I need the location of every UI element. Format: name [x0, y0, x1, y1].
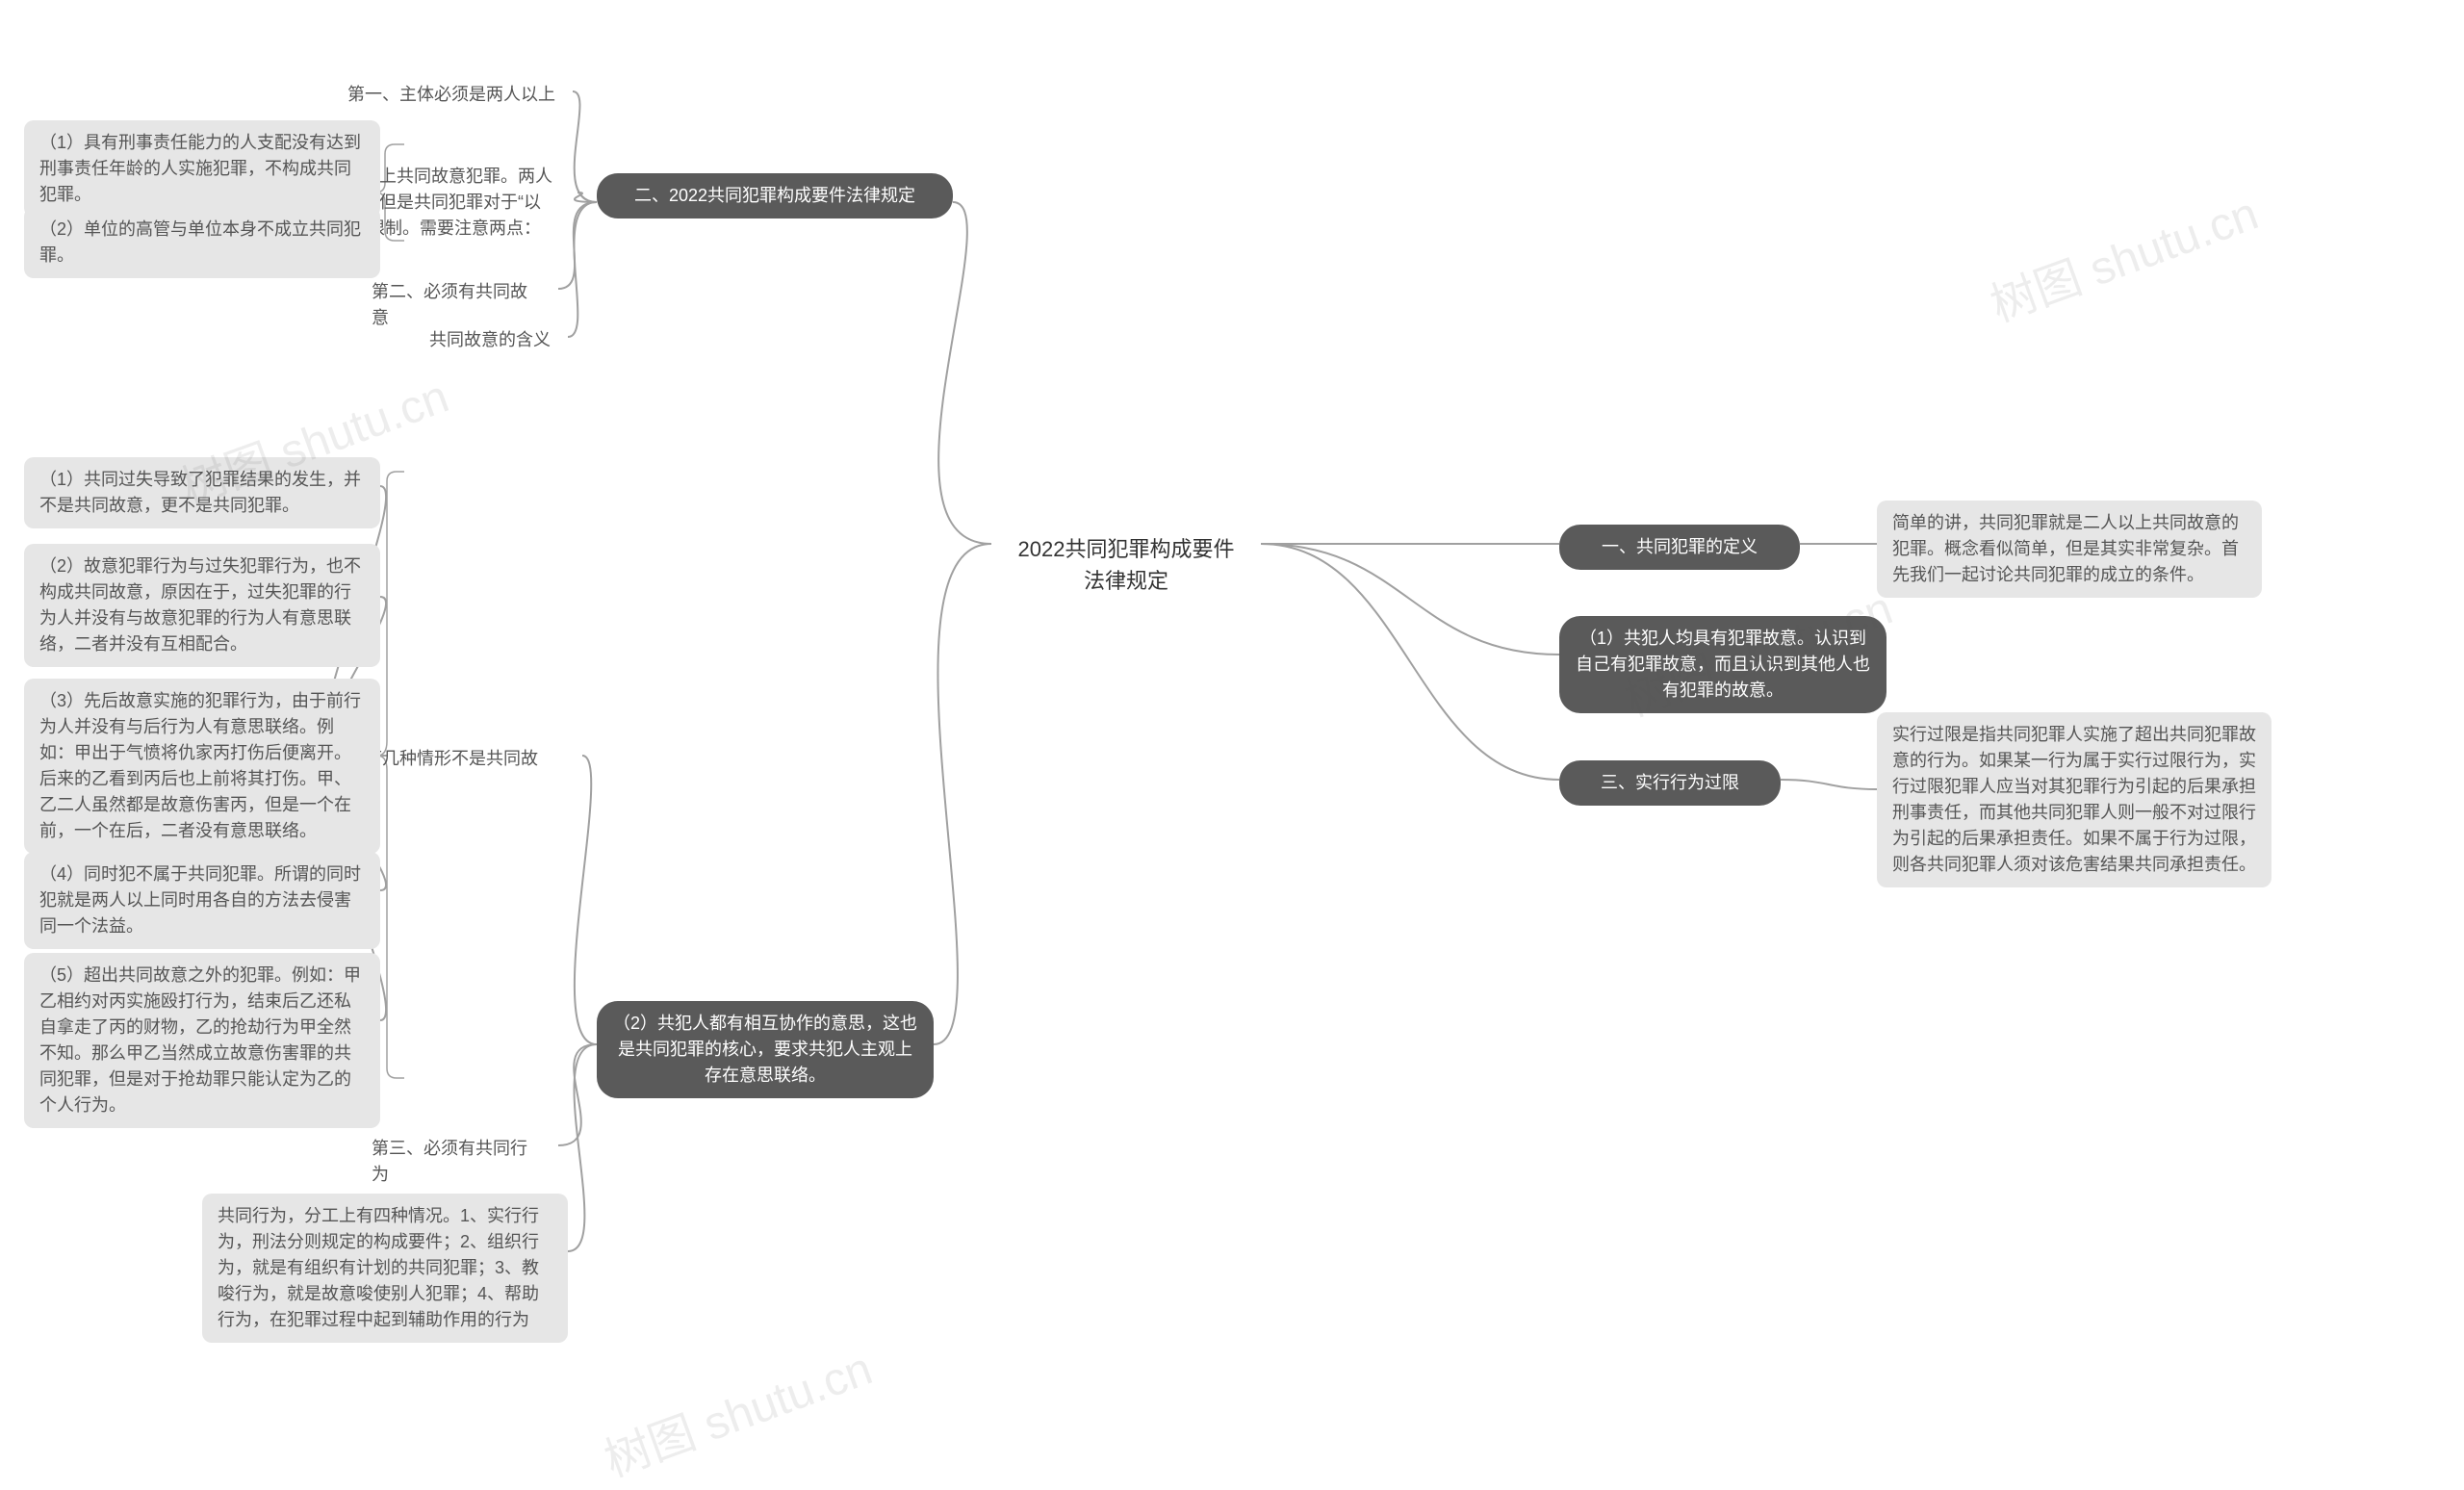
node-r1-label: 一、共同犯罪的定义 [1602, 537, 1758, 556]
node-l2a5: （5）超出共同故意之外的犯罪。例如：甲乙相约对丙实施殴打行为，结束后乙还私自拿走… [24, 953, 380, 1128]
node-l2a4: （4）同时犯不属于共同犯罪。所谓的同时犯就是两人以上同时用各自的方法去侵害同一个… [24, 852, 380, 949]
node-l2a2: （2）故意犯罪行为与过失犯罪行为，也不构成共同故意，原因在于，过失犯罪的行为人并… [24, 544, 380, 667]
node-l2a1-label: （1）共同过失导致了犯罪结果的发生，并不是共同故意，更不是共同犯罪。 [39, 470, 361, 515]
node-r3a: 实行过限是指共同犯罪人实施了超出共同犯罪故意的行为。如果某一行为属于实行过限行为… [1877, 712, 2272, 887]
center-node: 2022共同犯罪构成要件法律规定 [991, 520, 1261, 610]
watermark-text: 树图 shutu.cn [599, 1344, 879, 1487]
node-l2a1: （1）共同过失导致了犯罪结果的发生，并不是共同故意，更不是共同犯罪。 [24, 457, 380, 528]
node-r3a-label: 实行过限是指共同犯罪人实施了超出共同犯罪故意的行为。如果某一行为属于实行过限行为… [1892, 725, 2256, 874]
node-l1b1: （1）具有刑事责任能力的人支配没有达到刑事责任年龄的人实施犯罪，不构成共同犯罪。 [24, 120, 380, 218]
node-l2: （2）共犯人都有相互协作的意思，这也是共同犯罪的核心，要求共犯人主观上存在意思联… [597, 1001, 934, 1098]
node-l1: 二、2022共同犯罪构成要件法律规定 [597, 173, 953, 218]
node-r1a: 简单的讲，共同犯罪就是二人以上共同故意的犯罪。概念看似简单，但是其实非常复杂。首… [1877, 501, 2262, 598]
watermark: 树图 shutu.cn [1980, 175, 2266, 334]
node-r2-label: （1）共犯人均具有犯罪故意。认识到自己有犯罪故意，而且认识到其他人也有犯罪的故意… [1576, 629, 1870, 700]
mindmap-canvas: 2022共同犯罪构成要件法律规定 一、共同犯罪的定义 简单的讲，共同犯罪就是二人… [0, 0, 2464, 1456]
node-r1: 一、共同犯罪的定义 [1559, 525, 1800, 570]
node-l2a2-label: （2）故意犯罪行为与过失犯罪行为，也不构成共同故意，原因在于，过失犯罪的行为人并… [39, 556, 361, 654]
node-r2: （1）共犯人均具有犯罪故意。认识到自己有犯罪故意，而且认识到其他人也有犯罪的故意… [1559, 616, 1886, 713]
watermark-text: 树图 shutu.cn [1985, 189, 2265, 332]
node-l1b1-label: （1）具有刑事责任能力的人支配没有达到刑事责任年龄的人实施犯罪，不构成共同犯罪。 [39, 133, 361, 204]
node-l2c: 共同行为，分工上有四种情况。1、实行行为，刑法分则规定的构成要件；2、组织行为，… [202, 1194, 568, 1343]
node-l1a-label: 第一、主体必须是两人以上 [347, 85, 555, 104]
node-l2b: 第三、必须有共同行为 [356, 1126, 558, 1197]
node-r3-label: 三、实行行为过限 [1601, 773, 1739, 792]
node-l2a3: （3）先后故意实施的犯罪行为，由于前行为人并没有与后行为人有意思联络。例如：甲出… [24, 679, 380, 854]
center-label: 2022共同犯罪构成要件法律规定 [1018, 537, 1235, 593]
node-l1-label: 二、2022共同犯罪构成要件法律规定 [634, 186, 915, 205]
node-l1b2: （2）单位的高管与单位本身不成立共同犯罪。 [24, 207, 380, 278]
node-r1a-label: 简单的讲，共同犯罪就是二人以上共同故意的犯罪。概念看似简单，但是其实非常复杂。首… [1892, 513, 2239, 584]
node-r3: 三、实行行为过限 [1559, 760, 1781, 806]
node-l2a3-label: （3）先后故意实施的犯罪行为，由于前行为人并没有与后行为人有意思联络。例如：甲出… [39, 691, 361, 840]
node-l1d-label: 共同故意的含义 [429, 330, 551, 349]
node-l2b-label: 第三、必须有共同行为 [372, 1139, 527, 1184]
watermark: 树图 shutu.cn [594, 1330, 880, 1489]
node-l2a5-label: （5）超出共同故意之外的犯罪。例如：甲乙相约对丙实施殴打行为，结束后乙还私自拿走… [39, 965, 361, 1115]
node-l2c-label: 共同行为，分工上有四种情况。1、实行行为，刑法分则规定的构成要件；2、组织行为，… [218, 1206, 539, 1329]
node-l2a4-label: （4）同时犯不属于共同犯罪。所谓的同时犯就是两人以上同时用各自的方法去侵害同一个… [39, 864, 361, 936]
node-l1a: 第一、主体必须是两人以上 [332, 72, 573, 117]
node-l1d: 共同故意的含义 [414, 318, 568, 363]
node-l1b2-label: （2）单位的高管与单位本身不成立共同犯罪。 [39, 219, 361, 265]
node-l2-label: （2）共犯人都有相互协作的意思，这也是共同犯罪的核心，要求共犯人主观上存在意思联… [613, 1014, 917, 1085]
